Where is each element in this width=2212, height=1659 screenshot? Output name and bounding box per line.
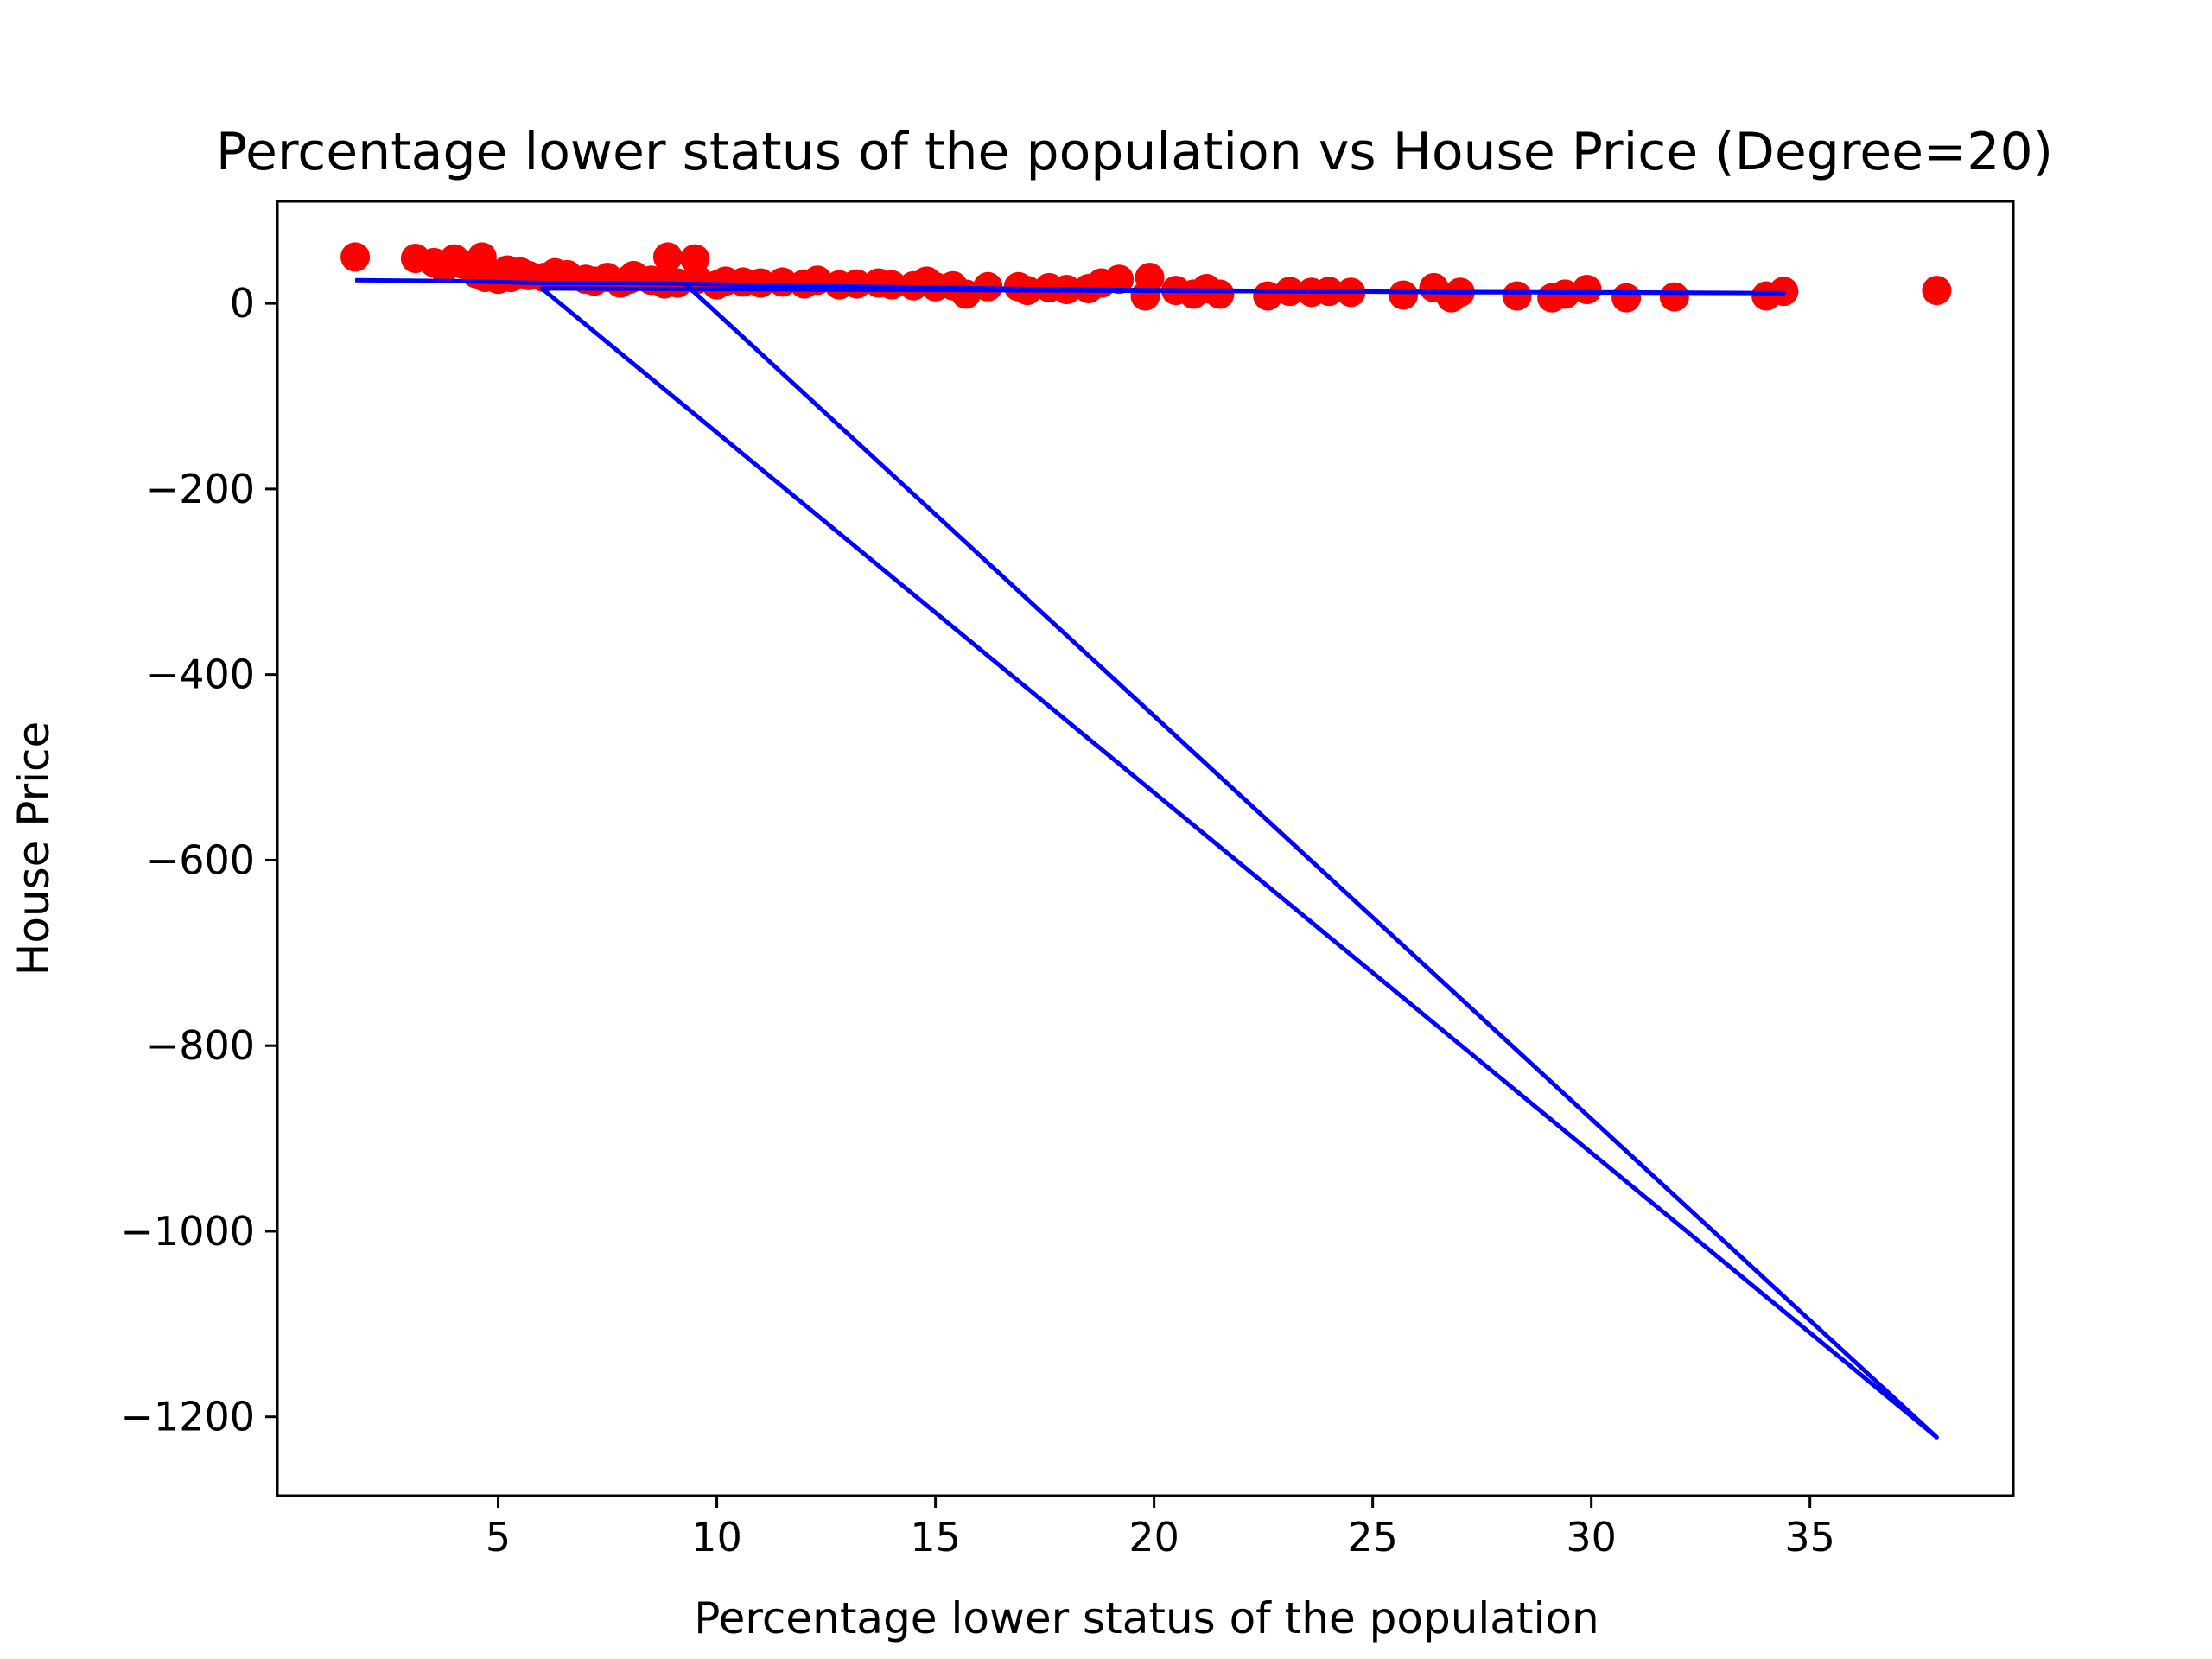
y-tick-label: −600 — [146, 836, 255, 883]
plot-frame — [276, 200, 2015, 1497]
data-point — [1659, 282, 1689, 312]
x-tick-label: 10 — [691, 1514, 742, 1560]
data-point — [1253, 281, 1283, 311]
data-point — [652, 242, 683, 272]
y-axis-label: House Price — [9, 721, 59, 976]
x-tick-label: 35 — [1784, 1514, 1835, 1560]
data-point — [1922, 276, 1952, 306]
y-tick-label: −200 — [146, 466, 255, 512]
data-point — [1205, 279, 1235, 309]
data-point — [1389, 280, 1419, 310]
y-tick-label: −1000 — [120, 1208, 255, 1255]
chart-title: Percentage lower status of the populatio… — [216, 122, 2053, 182]
x-tick-label: 25 — [1347, 1514, 1398, 1560]
x-axis: 5 10 15 20 25 30 35 — [486, 1496, 1835, 1560]
x-axis-label: Percentage lower status of the populatio… — [694, 1593, 1599, 1643]
data-point — [1572, 275, 1602, 305]
x-tick-label: 15 — [910, 1514, 961, 1560]
x-tick-label: 5 — [486, 1514, 511, 1560]
x-tick-label: 20 — [1128, 1514, 1179, 1560]
plot-area — [340, 242, 1952, 1440]
data-point — [876, 270, 906, 300]
polynomial-fit-line — [355, 277, 1939, 1440]
y-tick-label: −400 — [146, 652, 255, 698]
data-point — [1502, 281, 1532, 311]
y-axis: 0 −200 −400 −600 −800 −1000 −1200 — [120, 280, 277, 1440]
data-point — [1104, 264, 1135, 295]
data-point — [1611, 283, 1642, 313]
data-point — [1135, 263, 1165, 293]
data-point — [340, 242, 371, 272]
y-tick-label: −1200 — [120, 1394, 255, 1440]
y-tick-label: −800 — [146, 1022, 255, 1069]
y-tick-label: 0 — [230, 280, 255, 327]
x-tick-label: 30 — [1566, 1514, 1617, 1560]
